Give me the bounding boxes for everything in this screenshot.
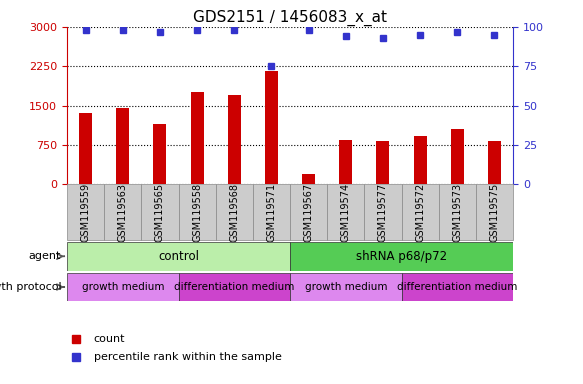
Text: GSM119567: GSM119567 <box>304 183 314 242</box>
Text: count: count <box>94 334 125 344</box>
Text: differentiation medium: differentiation medium <box>397 282 518 292</box>
Bar <box>178 273 290 301</box>
Text: differentiation medium: differentiation medium <box>174 282 294 292</box>
Text: GSM119575: GSM119575 <box>490 182 500 242</box>
Bar <box>290 242 513 271</box>
Bar <box>265 71 278 184</box>
Bar <box>216 184 253 240</box>
Text: growth medium: growth medium <box>82 282 164 292</box>
Title: GDS2151 / 1456083_x_at: GDS2151 / 1456083_x_at <box>193 9 387 25</box>
Text: GSM119577: GSM119577 <box>378 182 388 242</box>
Text: GSM119568: GSM119568 <box>229 183 239 242</box>
Bar <box>191 93 203 184</box>
Bar <box>402 273 513 301</box>
Bar <box>377 141 389 184</box>
Bar <box>153 124 167 184</box>
Text: control: control <box>158 250 199 263</box>
Bar <box>438 184 476 240</box>
Bar <box>67 242 290 271</box>
Bar <box>327 184 364 240</box>
Text: GSM119573: GSM119573 <box>452 183 462 242</box>
Text: percentile rank within the sample: percentile rank within the sample <box>94 352 282 362</box>
Bar <box>67 273 178 301</box>
Bar <box>228 95 241 184</box>
Bar <box>413 136 427 184</box>
Text: GSM119558: GSM119558 <box>192 183 202 242</box>
Bar <box>488 141 501 184</box>
Bar <box>79 114 92 184</box>
Bar <box>476 184 513 240</box>
Bar <box>290 184 327 240</box>
Bar <box>141 184 178 240</box>
Bar <box>253 184 290 240</box>
Text: GSM119572: GSM119572 <box>415 182 425 242</box>
Text: GSM119565: GSM119565 <box>155 183 165 242</box>
Bar <box>178 184 216 240</box>
Text: agent: agent <box>29 251 61 262</box>
Text: shRNA p68/p72: shRNA p68/p72 <box>356 250 447 263</box>
Text: GSM119571: GSM119571 <box>266 183 276 242</box>
Text: GSM119574: GSM119574 <box>341 183 351 242</box>
Bar <box>451 129 464 184</box>
Text: GSM119563: GSM119563 <box>118 183 128 242</box>
Bar <box>364 184 402 240</box>
Bar <box>116 108 129 184</box>
Bar <box>339 140 352 184</box>
Bar <box>302 174 315 184</box>
Text: GSM119559: GSM119559 <box>80 183 90 242</box>
Bar <box>402 184 438 240</box>
Bar <box>290 273 402 301</box>
Text: growth medium: growth medium <box>304 282 387 292</box>
Text: growth protocol: growth protocol <box>0 282 61 292</box>
Bar <box>67 184 104 240</box>
Bar <box>104 184 141 240</box>
